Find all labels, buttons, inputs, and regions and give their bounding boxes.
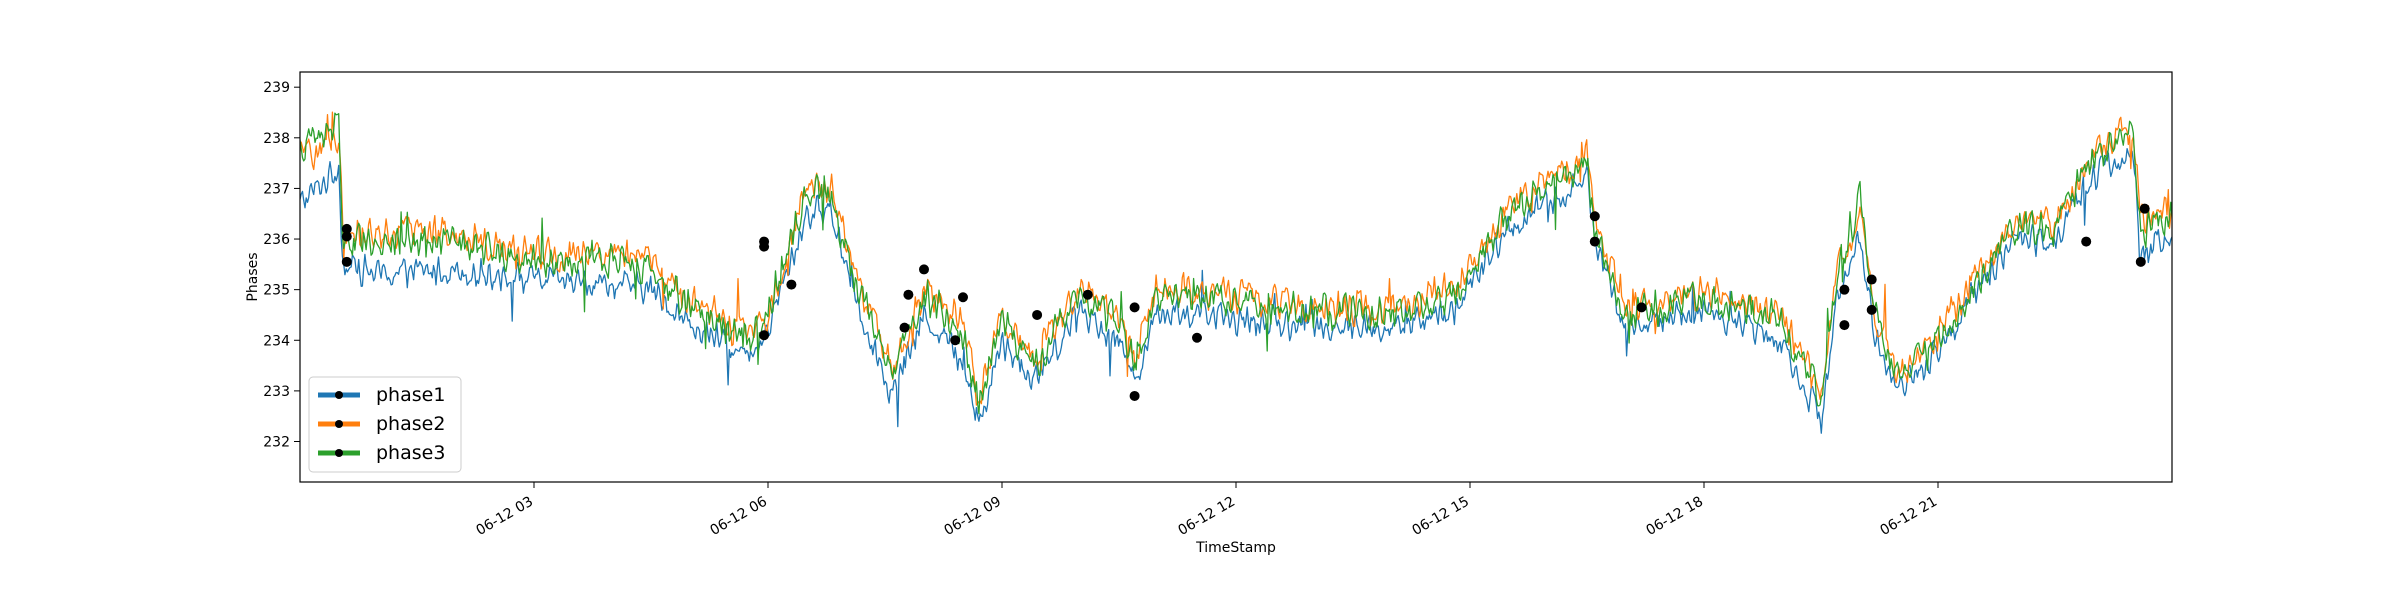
y-tick-label-237: 237 [263, 181, 290, 197]
y-tick-label-235: 235 [263, 283, 290, 299]
marker-phase1-2 [899, 322, 910, 333]
legend-marker-phase1 [335, 391, 343, 399]
y-axis-label: Phases [245, 252, 261, 301]
legend-label-phase2: phase2 [376, 413, 445, 435]
legend-entry-phase3: phase3 [318, 442, 445, 464]
marker-phase3-10 [2081, 236, 2092, 247]
marker-phase2-6 [1839, 284, 1850, 295]
x-axis-label: TimeStamp [1195, 540, 1276, 556]
marker-phase2-5 [1589, 211, 1600, 222]
marker-phase3-7 [1589, 236, 1600, 247]
y-tick-label-233: 233 [263, 384, 290, 400]
marker-phase3-0 [341, 231, 352, 242]
legend-entry-phase2: phase2 [318, 413, 445, 435]
series-line-phase3 [300, 112, 2172, 415]
marker-phase2-0 [341, 223, 352, 234]
legend-marker-phase3 [335, 449, 343, 457]
legend-marker-phase2 [335, 420, 343, 428]
marker-phase3-8 [1636, 302, 1647, 313]
marker-phase3-2 [786, 279, 797, 290]
marker-layer [341, 203, 2150, 401]
series-line-phase1 [300, 148, 2172, 434]
marker-phase1-4 [1192, 332, 1202, 343]
marker-phase1-3 [950, 335, 961, 346]
marker-phase3-5 [1082, 289, 1093, 300]
legend-label-phase3: phase3 [376, 442, 445, 464]
marker-phase2-4 [1129, 390, 1140, 401]
marker-phase3-6 [1129, 302, 1140, 313]
y-axis: 232 233 234 235 236 237 238 239 [263, 80, 300, 451]
marker-phase1-7 [2135, 256, 2146, 267]
marker-phase1-0 [341, 256, 352, 267]
marker-phase2-2 [903, 289, 914, 300]
marker-phase1-5 [1839, 320, 1850, 331]
y-tick-label-234: 234 [263, 333, 290, 349]
marker-phase2-7 [2139, 203, 2150, 214]
y-tick-label-232: 232 [263, 435, 290, 451]
marker-phase1-1 [759, 330, 770, 341]
legend-label-phase1: phase1 [376, 384, 445, 406]
y-tick-label-238: 238 [263, 131, 290, 147]
marker-phase3-1 [759, 236, 770, 247]
y-tick-label-239: 239 [263, 80, 290, 96]
marker-phase3-4 [1032, 309, 1043, 320]
legend-entry-phase1: phase1 [318, 384, 445, 406]
marker-phase3-9 [1866, 274, 1877, 285]
y-tick-label-236: 236 [263, 232, 290, 248]
marker-phase3-3 [919, 264, 929, 275]
legend-box [308, 376, 462, 473]
legend: phase1 phase2 phase3 [308, 376, 462, 473]
series-layer [300, 111, 2172, 434]
marker-phase2-3 [958, 292, 968, 303]
marker-phase1-6 [1866, 304, 1877, 315]
